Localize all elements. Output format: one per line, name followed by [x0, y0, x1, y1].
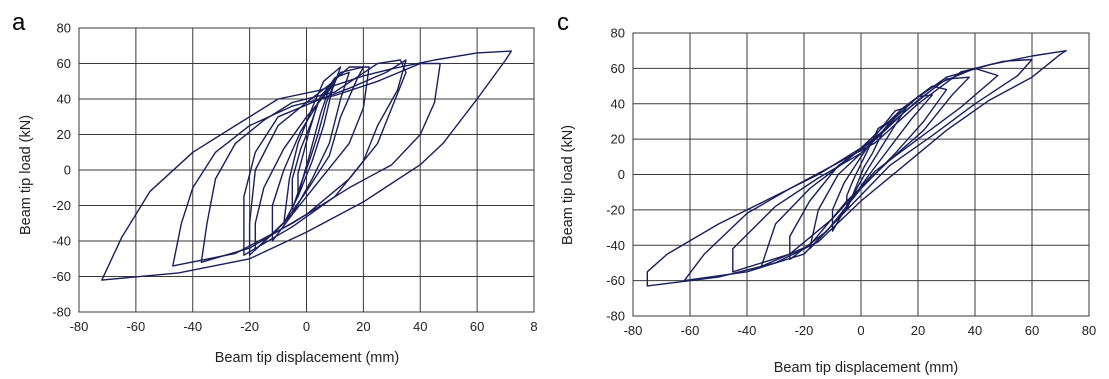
chart-a: a -80 -60 -40 -20 0 20 40 60 8 80 60 40 20 0 -20 -40 -60… — [12, 9, 538, 366]
y-tick-label: -80 — [52, 305, 71, 320]
x-axis-label: Beam tip displacement (mm) — [774, 360, 959, 376]
y-tick-label: -20 — [52, 198, 71, 213]
x-tick-label: -20 — [795, 323, 814, 338]
x-tick-label: -20 — [240, 319, 259, 334]
x-tick-label: 0 — [303, 319, 310, 334]
y-tick-label: -60 — [606, 273, 625, 288]
panel-label: c — [557, 9, 569, 36]
panel-label: a — [12, 9, 26, 36]
y-tick-label: 20 — [57, 127, 71, 142]
x-tick-label: 20 — [356, 319, 370, 334]
y-tick-label: -20 — [606, 202, 625, 217]
hysteresis-loop-7 — [271, 71, 350, 242]
x-tick-label: -60 — [681, 323, 700, 338]
x-tick-label: -80 — [70, 319, 89, 334]
hysteresis-loop-8 — [283, 66, 342, 224]
x-tick-label: 20 — [911, 323, 925, 338]
y-tick-label: 80 — [57, 21, 71, 36]
x-tick-label: -80 — [624, 323, 643, 338]
x-tick-label: 0 — [857, 323, 864, 338]
x-tick-label: 40 — [413, 319, 427, 334]
y-axis-label: Beam tip load (kN) — [18, 115, 34, 235]
hysteresis-loop-3 — [200, 59, 407, 263]
y-tick-label: -80 — [606, 309, 625, 324]
y-axis-label: Beam tip load (kN) — [560, 125, 576, 245]
x-tick-label: 60 — [470, 319, 484, 334]
y-tick-label: 0 — [64, 163, 71, 178]
y-tick-label: 60 — [57, 56, 71, 71]
hysteresis-loop-6 — [254, 66, 365, 251]
hysteresis-loop-7 — [831, 106, 908, 232]
y-tick-label: -40 — [606, 238, 625, 253]
x-tick-label: -40 — [738, 323, 757, 338]
hysteresis-loop-3 — [732, 67, 999, 273]
hysteresis-loop-1 — [101, 50, 512, 281]
chart-c: c -80 -60 -40 -20 0 20 40 60 80 80 60 40 20 0 -20 -40 -6… — [557, 9, 1096, 376]
y-tick-label: 40 — [611, 96, 625, 111]
x-tick-label: 80 — [1082, 323, 1096, 338]
hysteresis-loop-5 — [248, 66, 370, 256]
y-tick-label: 20 — [611, 132, 625, 147]
y-tick-label: -60 — [52, 269, 71, 284]
x-tick-label: -40 — [183, 319, 202, 334]
hysteresis-loop-10 — [297, 87, 330, 198]
y-tick-label: -40 — [52, 234, 71, 249]
hysteresis-loop-1 — [646, 50, 1067, 287]
x-axis-label: Beam tip displacement (mm) — [215, 350, 400, 366]
x-tick-label: 40 — [968, 323, 982, 338]
x-tick-label: 8 — [530, 319, 537, 334]
hysteresis-loop-5 — [789, 85, 948, 261]
y-tick-label: 80 — [611, 26, 625, 41]
hysteresis-loop-6 — [809, 94, 933, 250]
x-tick-label: 60 — [1025, 323, 1039, 338]
y-tick-label: 60 — [611, 61, 625, 76]
y-tick-label: 0 — [618, 167, 625, 182]
x-tick-label: -60 — [126, 319, 145, 334]
chart-panel-a: a -80 -60 -40 -20 0 20 40 60 8 80 60 40 20 0 -20 -40 -60… — [0, 0, 554, 379]
hysteresis-loop-4 — [760, 76, 970, 268]
hysteresis-loop-9 — [291, 80, 336, 210]
chart-panel-c: c -80 -60 -40 -20 0 20 40 60 80 80 60 40 20 0 -20 -40 -6… — [555, 0, 1109, 379]
hysteresis-loop-4 — [243, 59, 407, 256]
hysteresis-loop-8 — [846, 120, 891, 211]
y-tick-label: 40 — [57, 92, 71, 107]
